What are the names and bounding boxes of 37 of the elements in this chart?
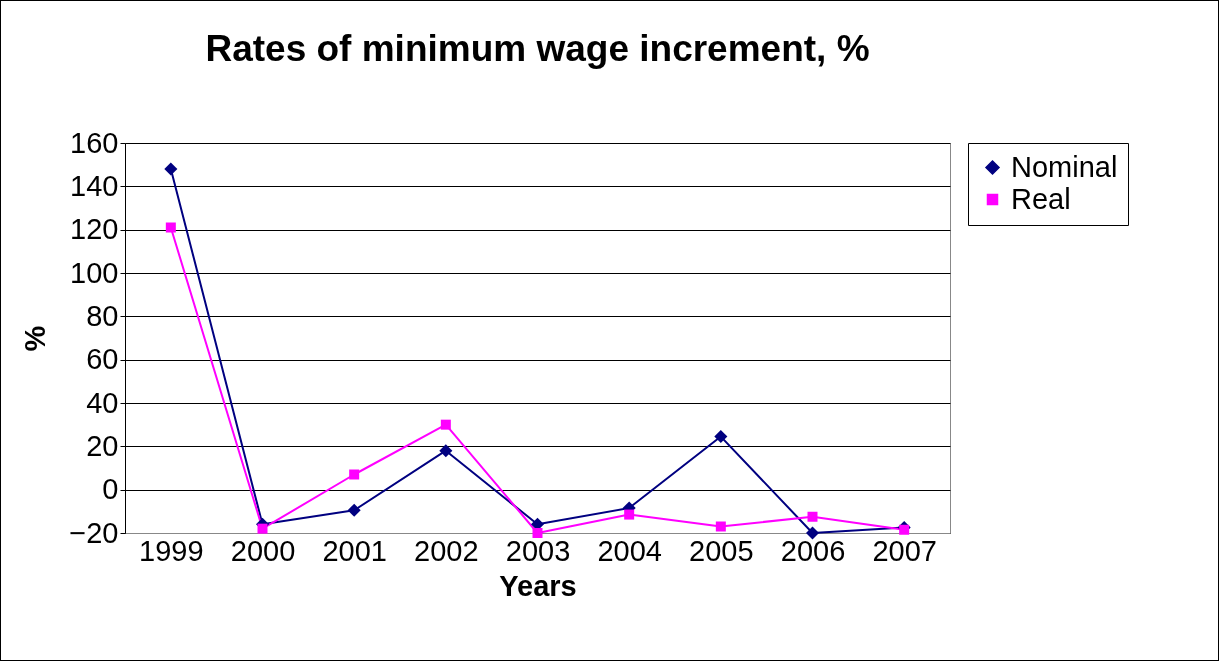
x-tick-label: 2004 — [597, 534, 662, 567]
y-tick-label: 140 — [70, 169, 119, 202]
x-tick-label: 2005 — [689, 534, 754, 567]
x-tick-label: 2000 — [230, 534, 296, 567]
point — [165, 222, 176, 233]
y-tick-label: 80 — [86, 299, 119, 332]
point — [347, 503, 361, 517]
x-tick-label: 2007 — [872, 534, 937, 567]
x-tick-label: 2003 — [505, 534, 571, 567]
x-tick-label: 1999 — [139, 534, 204, 567]
point — [624, 509, 635, 520]
chart-title: Rates of minimum wage increment, % — [205, 28, 870, 69]
legend-label: Real — [1011, 182, 1071, 215]
y-tick-label: 100 — [70, 256, 119, 289]
x-axis-title: Years — [499, 569, 577, 602]
y-tick-label: 160 — [70, 126, 119, 159]
x-tick-label: 2006 — [780, 534, 846, 567]
point — [532, 528, 543, 538]
point — [805, 526, 820, 540]
x-tick-label: 2001 — [322, 534, 387, 567]
legend-label: Nominal — [1011, 150, 1118, 183]
point — [715, 521, 726, 532]
point — [439, 444, 453, 458]
point — [164, 162, 178, 176]
y-tick-label: 0 — [102, 473, 119, 506]
point — [807, 511, 818, 522]
y-tick-label: 20 — [86, 429, 119, 462]
y-tick-label: 120 — [70, 213, 119, 246]
point — [714, 430, 728, 444]
y-axis-title: % — [19, 325, 52, 352]
point — [257, 523, 268, 534]
y-tick-label: −20 — [69, 516, 119, 549]
y-tick-label: 40 — [86, 386, 119, 419]
point — [349, 469, 360, 480]
point — [440, 419, 451, 430]
y-tick-label: 60 — [86, 343, 119, 376]
x-tick-label: 2002 — [414, 534, 479, 567]
